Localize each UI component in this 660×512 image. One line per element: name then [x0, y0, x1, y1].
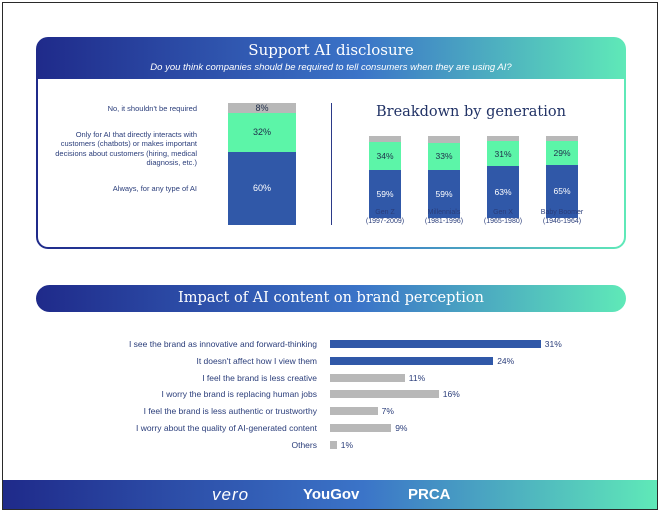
impact-value-label: 9%	[395, 423, 408, 433]
generation-label: Millennials (1981-1996)	[414, 208, 474, 226]
disclosure-stacked-bar: 8% 32% 60%	[228, 103, 296, 225]
segment-no: 8%	[228, 103, 296, 113]
generation-bar: 34% 59%	[369, 136, 401, 218]
generation-name: Millennials	[427, 209, 461, 216]
footer-bar: vero YouGov PRCA	[3, 480, 657, 509]
generation-segment	[428, 136, 460, 143]
impact-bar	[330, 440, 337, 449]
generation-label: Gen Z (1997-2009)	[355, 208, 415, 226]
generation-bar: 29% 65%	[546, 136, 578, 218]
generation-segment: 65%	[546, 164, 578, 218]
generation-bar: 31% 63%	[487, 136, 519, 218]
generation-years: (1981-1996)	[424, 218, 464, 226]
generation-segment: 31%	[487, 140, 519, 167]
impact-row: Others 1%	[0, 438, 660, 452]
vero-logo: vero	[212, 485, 250, 504]
impact-bar	[330, 373, 405, 382]
section-divider	[331, 103, 332, 225]
disclosure-title: Support AI disclosure	[248, 41, 414, 59]
generation-segment	[546, 136, 578, 141]
generation-name: Gen X	[493, 209, 513, 216]
generation-segment: 29%	[546, 140, 578, 165]
generation-bar: 33% 59%	[428, 136, 460, 218]
impact-row: I feel the brand is less creative 11%	[0, 371, 660, 385]
segment-only: 32%	[228, 112, 296, 152]
impact-title: Impact of AI content on brand perception	[36, 285, 626, 312]
generation-segment: 34%	[369, 141, 401, 170]
answer-label-always: Always, for any type of AI	[112, 184, 197, 193]
prca-logo: PRCA	[408, 486, 451, 503]
impact-category-label: I see the brand as innovative and forwar…	[128, 339, 317, 349]
answer-label-only: Only for AI that directly interacts with…	[55, 130, 197, 168]
impact-row: I feel the brand is less authentic or tr…	[0, 404, 660, 418]
generation-years: (1965-1980)	[483, 218, 523, 226]
impact-category-label: I worry about the quality of AI-generate…	[136, 423, 317, 433]
impact-value-label: 1%	[340, 439, 354, 450]
generation-years: (1946-1964)	[542, 218, 582, 226]
impact-bar	[330, 424, 392, 432]
impact-row: It doesn't affect how I view them 24%	[0, 354, 660, 368]
answer-label-no: No, it shouldn't be required	[107, 104, 197, 113]
generation-segment	[369, 136, 401, 142]
generation-segment: 59%	[428, 169, 460, 218]
impact-row: I see the brand as innovative and forwar…	[0, 337, 660, 351]
generation-years: (1997-2009)	[365, 218, 405, 226]
impact-category-label: I worry the brand is replacing human job…	[161, 389, 317, 400]
impact-value-label: 7%	[381, 406, 394, 417]
impact-value-label: 16%	[442, 389, 460, 400]
generation-segment: 59%	[369, 169, 401, 218]
impact-category-label: I feel the brand is less authentic or tr…	[143, 406, 317, 417]
impact-row: I worry the brand is replacing human job…	[0, 387, 660, 401]
segment-always: 60%	[228, 151, 296, 225]
disclosure-subtitle: Do you think companies should be require…	[150, 62, 512, 73]
impact-category-label: I feel the brand is less creative	[202, 372, 317, 383]
impact-category-label: It doesn't affect how I view them	[196, 355, 317, 366]
generation-segment: 33%	[428, 142, 460, 170]
impact-bar	[330, 340, 541, 348]
impact-bar	[330, 390, 439, 399]
impact-bar	[330, 356, 494, 365]
impact-bar	[330, 407, 378, 416]
generation-label: Gen X (1965-1980)	[473, 208, 533, 226]
impact-value-label: 11%	[408, 372, 426, 383]
impact-value-label: 31%	[544, 339, 562, 349]
generation-segment: 63%	[487, 166, 519, 218]
generation-segment	[487, 136, 519, 141]
generation-name: Gen Z	[375, 209, 395, 216]
generation-title: Breakdown by generation	[376, 104, 566, 120]
generation-name: Baby Boomer	[540, 209, 584, 216]
impact-row: I worry about the quality of AI-generate…	[0, 421, 660, 435]
impact-category-label: Others	[291, 439, 317, 450]
generation-label: Baby Boomer (1946-1964)	[532, 208, 592, 226]
impact-value-label: 24%	[497, 355, 515, 366]
yougov-logo: YouGov	[303, 486, 360, 503]
